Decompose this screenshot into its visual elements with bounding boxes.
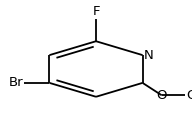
Text: O: O (156, 89, 167, 102)
Text: F: F (92, 6, 100, 18)
Text: N: N (143, 49, 153, 62)
Text: Br: Br (9, 76, 24, 89)
Text: CH₃: CH₃ (186, 89, 192, 102)
